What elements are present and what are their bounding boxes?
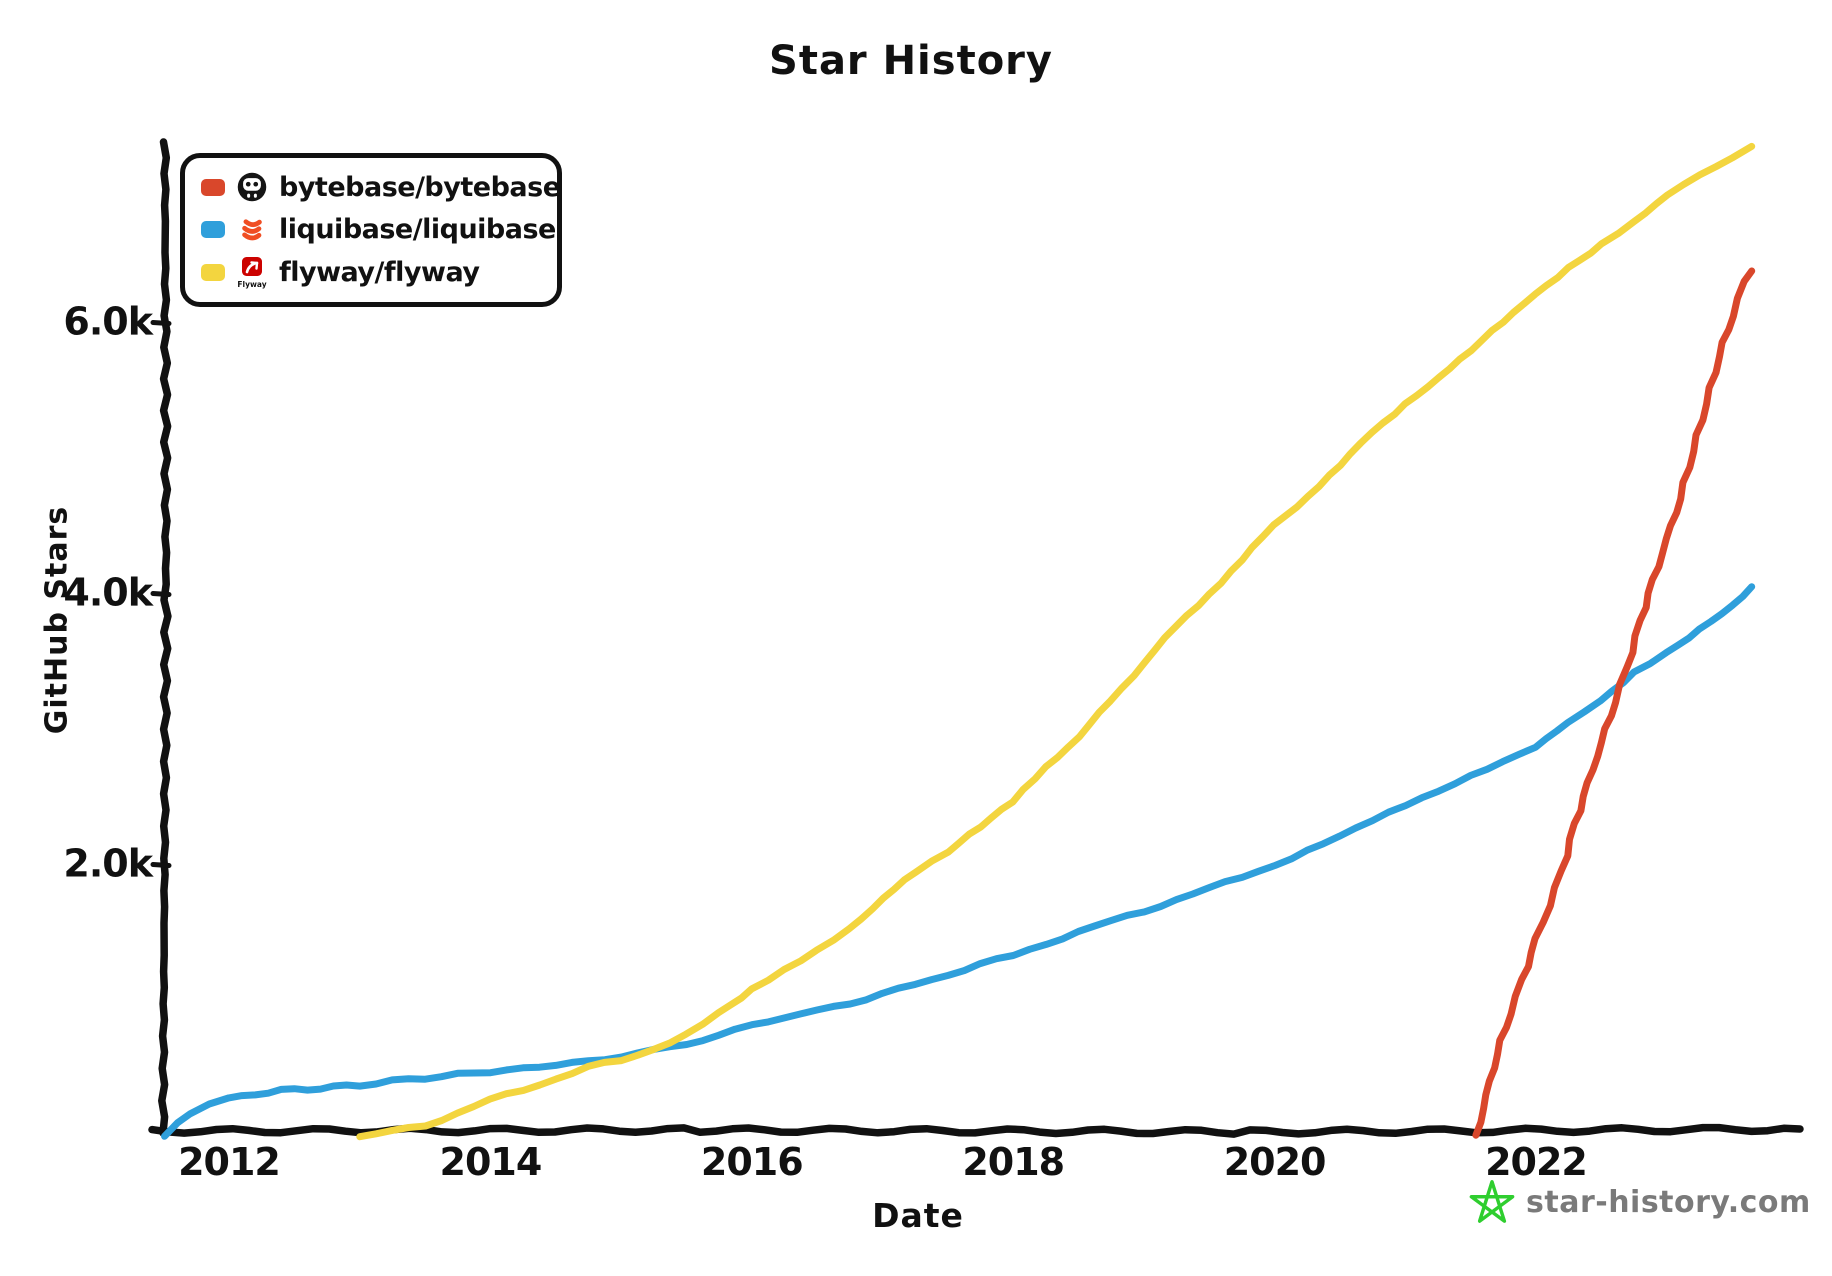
x-tick-label: 2016 [701,1140,803,1184]
legend-label: liquibase/liquibase [279,214,556,246]
star-icon [1469,1180,1515,1223]
legend: bytebase/bytebase liquibase/liquibase [180,153,562,307]
y-tick [150,862,172,868]
x-axis-line [148,1123,1804,1138]
x-tick-label: 2022 [1485,1140,1587,1184]
watermark: star-history.com [1468,1178,1811,1226]
flyway-logo-icon: Flyway [237,256,267,290]
y-tick [150,320,172,326]
y-axis-line [158,138,172,1137]
series-line-flyway [356,142,1756,1141]
y-tick [150,591,172,597]
x-tick-label: 2020 [1224,1140,1326,1184]
legend-swatch [201,221,225,239]
y-tick-label: 4.0k [63,571,153,615]
legend-item-flyway: Flyway flyway/flyway [201,256,541,290]
legend-item-liquibase: liquibase/liquibase [201,213,556,247]
watermark-text: star-history.com [1526,1184,1811,1220]
x-tick-label: 2014 [440,1140,542,1184]
x-tick-label: 2018 [962,1140,1064,1184]
legend-item-bytebase: bytebase/bytebase [201,170,561,204]
chart-title: Star History [769,38,1053,84]
y-tick-label: 6.0k [63,300,153,344]
legend-label: flyway/flyway [279,257,480,289]
liquibase-logo-icon [237,213,267,247]
legend-swatch [201,178,225,196]
legend-swatch [201,264,225,282]
y-axis-title: GitHub Stars [39,505,75,735]
series-line-liquibase [161,583,1756,1140]
y-tick-label: 2.0k [63,842,153,886]
legend-label: bytebase/bytebase [279,171,561,203]
x-tick-label: 2012 [178,1140,280,1184]
series-line-bytebase [1472,267,1756,1139]
svg-text:Flyway: Flyway [237,280,266,289]
x-axis-title: Date [872,1196,964,1235]
bytebase-logo-icon [237,170,267,204]
